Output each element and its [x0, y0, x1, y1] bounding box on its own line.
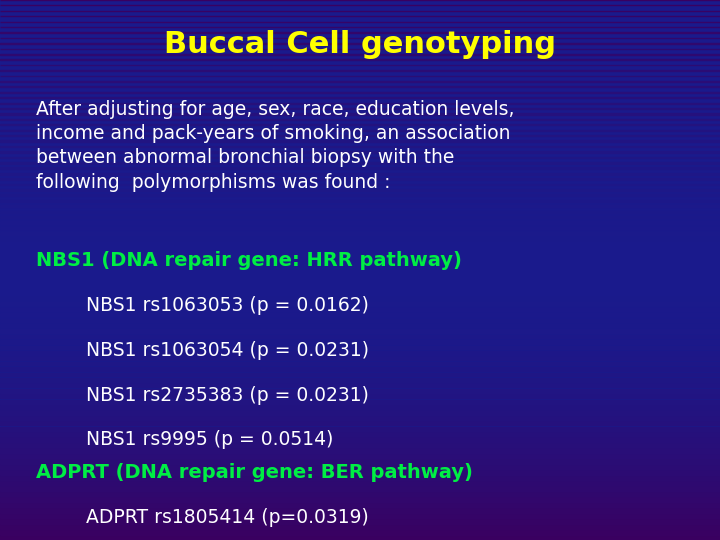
Bar	[0, 103, 720, 104]
Bar	[0, 513, 720, 518]
Bar	[0, 486, 720, 491]
Text: Buccal Cell genotyping: Buccal Cell genotyping	[164, 30, 556, 59]
Bar	[0, 329, 720, 333]
Bar	[0, 340, 720, 343]
Bar	[0, 362, 720, 366]
Bar	[0, 508, 720, 512]
Text: After adjusting for age, sex, race, education levels,
income and pack-years of s: After adjusting for age, sex, race, educ…	[36, 100, 515, 192]
Bar	[0, 119, 720, 120]
Bar	[0, 491, 720, 496]
Bar	[0, 130, 720, 131]
Bar	[0, 108, 720, 109]
Bar	[0, 421, 720, 426]
Bar	[0, 151, 720, 153]
Bar	[0, 97, 720, 98]
Bar	[0, 167, 720, 169]
Bar	[0, 205, 720, 207]
Bar	[0, 389, 720, 393]
Text: NBS1 rs9995 (p = 0.0514): NBS1 rs9995 (p = 0.0514)	[86, 430, 334, 449]
Bar	[0, 410, 720, 415]
Text: NBS1 (DNA repair gene: HRR pathway): NBS1 (DNA repair gene: HRR pathway)	[36, 251, 462, 270]
Bar	[0, 157, 720, 158]
Bar	[0, 259, 720, 262]
Bar	[0, 173, 720, 174]
Bar	[0, 356, 720, 360]
Bar	[0, 448, 720, 453]
Bar	[0, 308, 720, 311]
Bar	[0, 135, 720, 137]
Bar	[0, 432, 720, 436]
Bar	[0, 86, 720, 87]
Bar	[0, 324, 720, 327]
Bar	[0, 216, 720, 218]
Bar	[0, 443, 720, 447]
Bar	[0, 189, 720, 191]
Bar	[0, 437, 720, 442]
Text: NBS1 rs1063054 (p = 0.0231): NBS1 rs1063054 (p = 0.0231)	[86, 341, 369, 360]
Bar	[0, 464, 720, 469]
Bar	[0, 502, 720, 507]
Bar	[0, 367, 720, 371]
Bar	[0, 232, 720, 234]
Bar	[0, 497, 720, 502]
Bar	[0, 319, 720, 322]
Bar	[0, 265, 720, 267]
Bar	[0, 243, 720, 246]
Text: NBS1 rs1063053 (p = 0.0162): NBS1 rs1063053 (p = 0.0162)	[86, 296, 369, 315]
Bar	[0, 394, 720, 398]
Bar	[0, 54, 720, 55]
Bar	[0, 459, 720, 464]
Bar	[0, 140, 720, 142]
Bar	[0, 59, 720, 60]
Bar	[0, 200, 720, 202]
Bar	[0, 470, 720, 475]
Bar	[0, 378, 720, 382]
Bar	[0, 194, 720, 197]
Text: ADPRT rs1805414 (p=0.0319): ADPRT rs1805414 (p=0.0319)	[86, 508, 369, 526]
Bar	[0, 113, 720, 114]
Bar	[0, 270, 720, 273]
Bar	[0, 221, 720, 224]
Bar	[0, 383, 720, 387]
Bar	[0, 524, 720, 529]
Bar	[0, 313, 720, 316]
Bar	[0, 124, 720, 125]
Bar	[0, 529, 720, 535]
Bar	[0, 238, 720, 240]
Bar	[0, 373, 720, 376]
Bar	[0, 81, 720, 82]
Bar	[0, 286, 720, 289]
Text: NBS1 rs2735383 (p = 0.0231): NBS1 rs2735383 (p = 0.0231)	[86, 386, 369, 404]
Bar	[0, 481, 720, 485]
Text: ADPRT (DNA repair gene: BER pathway): ADPRT (DNA repair gene: BER pathway)	[36, 463, 473, 482]
Bar	[0, 248, 720, 251]
Bar	[0, 178, 720, 180]
Bar	[0, 518, 720, 524]
Bar	[0, 335, 720, 338]
Bar	[0, 162, 720, 164]
Bar	[0, 275, 720, 278]
Bar	[0, 400, 720, 403]
Bar	[0, 297, 720, 300]
Bar	[0, 254, 720, 256]
Bar	[0, 211, 720, 213]
Bar	[0, 70, 720, 71]
Bar	[0, 292, 720, 294]
Bar	[0, 475, 720, 480]
Bar	[0, 416, 720, 420]
Bar	[0, 346, 720, 349]
Bar	[0, 146, 720, 147]
Bar	[0, 351, 720, 355]
Bar	[0, 92, 720, 93]
Bar	[0, 405, 720, 409]
Bar	[0, 454, 720, 458]
Bar	[0, 281, 720, 284]
Bar	[0, 427, 720, 431]
Bar	[0, 535, 720, 540]
Bar	[0, 227, 720, 229]
Bar	[0, 184, 720, 185]
Bar	[0, 302, 720, 306]
